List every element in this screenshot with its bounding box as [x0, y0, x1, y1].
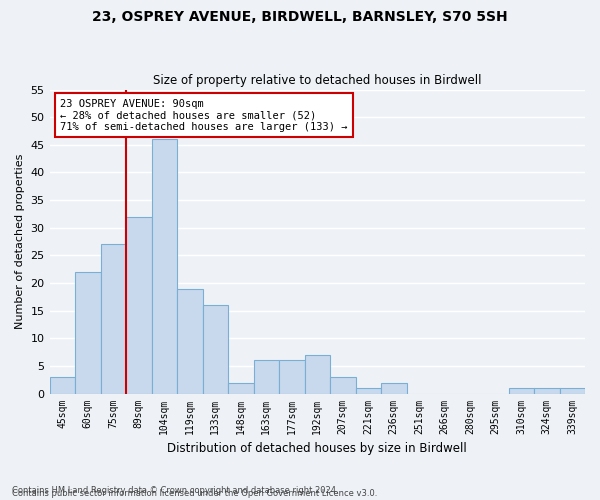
- Title: Size of property relative to detached houses in Birdwell: Size of property relative to detached ho…: [153, 74, 482, 87]
- Bar: [509, 388, 534, 394]
- Text: Contains HM Land Registry data © Crown copyright and database right 2024.: Contains HM Land Registry data © Crown c…: [12, 486, 338, 495]
- Text: Contains public sector information licensed under the Open Government Licence v3: Contains public sector information licen…: [12, 490, 377, 498]
- Bar: [381, 382, 407, 394]
- Text: 23 OSPREY AVENUE: 90sqm
← 28% of detached houses are smaller (52)
71% of semi-de: 23 OSPREY AVENUE: 90sqm ← 28% of detache…: [60, 98, 348, 132]
- Bar: [305, 355, 330, 394]
- Y-axis label: Number of detached properties: Number of detached properties: [15, 154, 25, 329]
- Bar: [101, 244, 126, 394]
- Bar: [330, 377, 356, 394]
- Bar: [203, 305, 228, 394]
- Bar: [279, 360, 305, 394]
- X-axis label: Distribution of detached houses by size in Birdwell: Distribution of detached houses by size …: [167, 442, 467, 455]
- Bar: [152, 140, 177, 394]
- Bar: [534, 388, 560, 394]
- Bar: [560, 388, 585, 394]
- Bar: [228, 382, 254, 394]
- Text: 23, OSPREY AVENUE, BIRDWELL, BARNSLEY, S70 5SH: 23, OSPREY AVENUE, BIRDWELL, BARNSLEY, S…: [92, 10, 508, 24]
- Bar: [75, 272, 101, 394]
- Bar: [50, 377, 75, 394]
- Bar: [126, 216, 152, 394]
- Bar: [254, 360, 279, 394]
- Bar: [177, 288, 203, 394]
- Bar: [356, 388, 381, 394]
